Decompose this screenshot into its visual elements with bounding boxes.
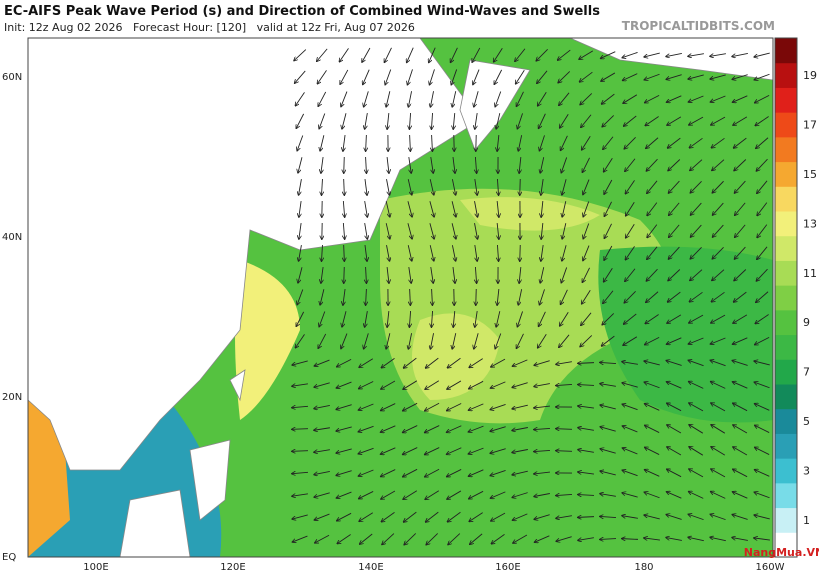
lat-label: 60N [2,72,22,83]
colorbar-swatch [775,38,797,63]
colorbar-label: 9 [803,316,810,329]
colorbar-swatch [775,433,797,458]
colorbar-label: 1 [803,514,810,527]
direction-arrow [344,157,345,173]
colorbar-label: 15 [803,168,817,181]
colorbar-swatch [775,508,797,533]
colorbar-label: 11 [803,267,817,280]
colorbar-swatch [775,63,797,88]
colorbar-label: 19 [803,69,817,82]
colorbar-swatch [775,236,797,261]
title: EC-AIFS Peak Wave Period (s) and Directi… [4,4,600,19]
colorbar-swatch [775,483,797,508]
colorbar-swatch [775,285,797,310]
subtitle: Init: 12z Aug 02 2026 Forecast Hour: [12… [4,21,415,34]
map [28,38,773,557]
colorbar-swatch [775,335,797,360]
colorbar-swatch [775,186,797,211]
colorbar-label: 17 [803,119,817,132]
colorbar-swatch [775,260,797,285]
colorbar-label: 13 [803,217,817,230]
lon-label: 160W [756,562,785,573]
lon-label: 120E [220,562,245,573]
lon-label: 180 [634,562,653,573]
lon-label: 160E [495,562,520,573]
colorbar-swatch [775,409,797,434]
colorbar-swatch [775,384,797,409]
colorbar-label: 7 [803,366,810,379]
lon-label: 100E [83,562,108,573]
site-credit: TROPICALTIDBITS.COM [622,19,775,33]
colorbar-swatch [775,112,797,137]
colorbar-swatch [775,87,797,112]
colorbar-label: 5 [803,415,810,428]
lat-label: 20N [2,392,22,403]
colorbar-swatch [775,310,797,335]
lat-label: 40N [2,232,22,243]
colorbar-swatch [775,458,797,483]
lon-label: 140E [358,562,383,573]
watermark: NangMua.VN [744,546,819,559]
colorbar-swatch [775,162,797,187]
lat-label: EQ [2,552,16,563]
direction-arrow [344,267,345,283]
colorbar-swatch [775,137,797,162]
colorbar-label: 3 [803,465,810,478]
colorbar-swatch [775,211,797,236]
colorbar-swatch [775,359,797,384]
